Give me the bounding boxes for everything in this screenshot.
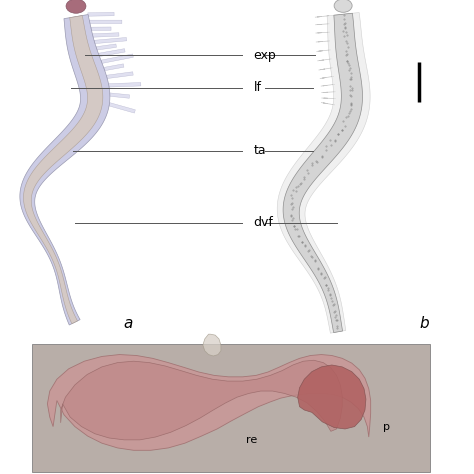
Ellipse shape xyxy=(334,0,352,12)
Polygon shape xyxy=(47,355,371,450)
Polygon shape xyxy=(101,54,133,64)
Polygon shape xyxy=(110,93,129,98)
Text: dvf: dvf xyxy=(254,216,273,229)
Text: a: a xyxy=(123,316,133,331)
Ellipse shape xyxy=(66,0,86,13)
Polygon shape xyxy=(92,33,119,37)
Text: re: re xyxy=(246,435,257,445)
Polygon shape xyxy=(61,360,342,440)
Polygon shape xyxy=(24,16,103,324)
Polygon shape xyxy=(96,44,117,50)
Polygon shape xyxy=(298,365,366,429)
Polygon shape xyxy=(277,12,370,333)
FancyBboxPatch shape xyxy=(32,344,430,472)
Text: p: p xyxy=(383,421,390,432)
Polygon shape xyxy=(91,27,111,30)
Polygon shape xyxy=(20,15,110,325)
Polygon shape xyxy=(104,64,124,71)
Polygon shape xyxy=(106,72,133,79)
Polygon shape xyxy=(99,49,125,56)
Text: exp: exp xyxy=(254,49,276,62)
Polygon shape xyxy=(88,12,114,16)
Polygon shape xyxy=(109,102,136,113)
Polygon shape xyxy=(90,20,122,24)
Polygon shape xyxy=(283,13,363,333)
Text: ta: ta xyxy=(254,144,266,157)
Text: lf: lf xyxy=(254,81,262,94)
Polygon shape xyxy=(94,37,127,44)
Polygon shape xyxy=(109,82,141,87)
Text: b: b xyxy=(419,316,429,331)
Polygon shape xyxy=(203,334,221,356)
